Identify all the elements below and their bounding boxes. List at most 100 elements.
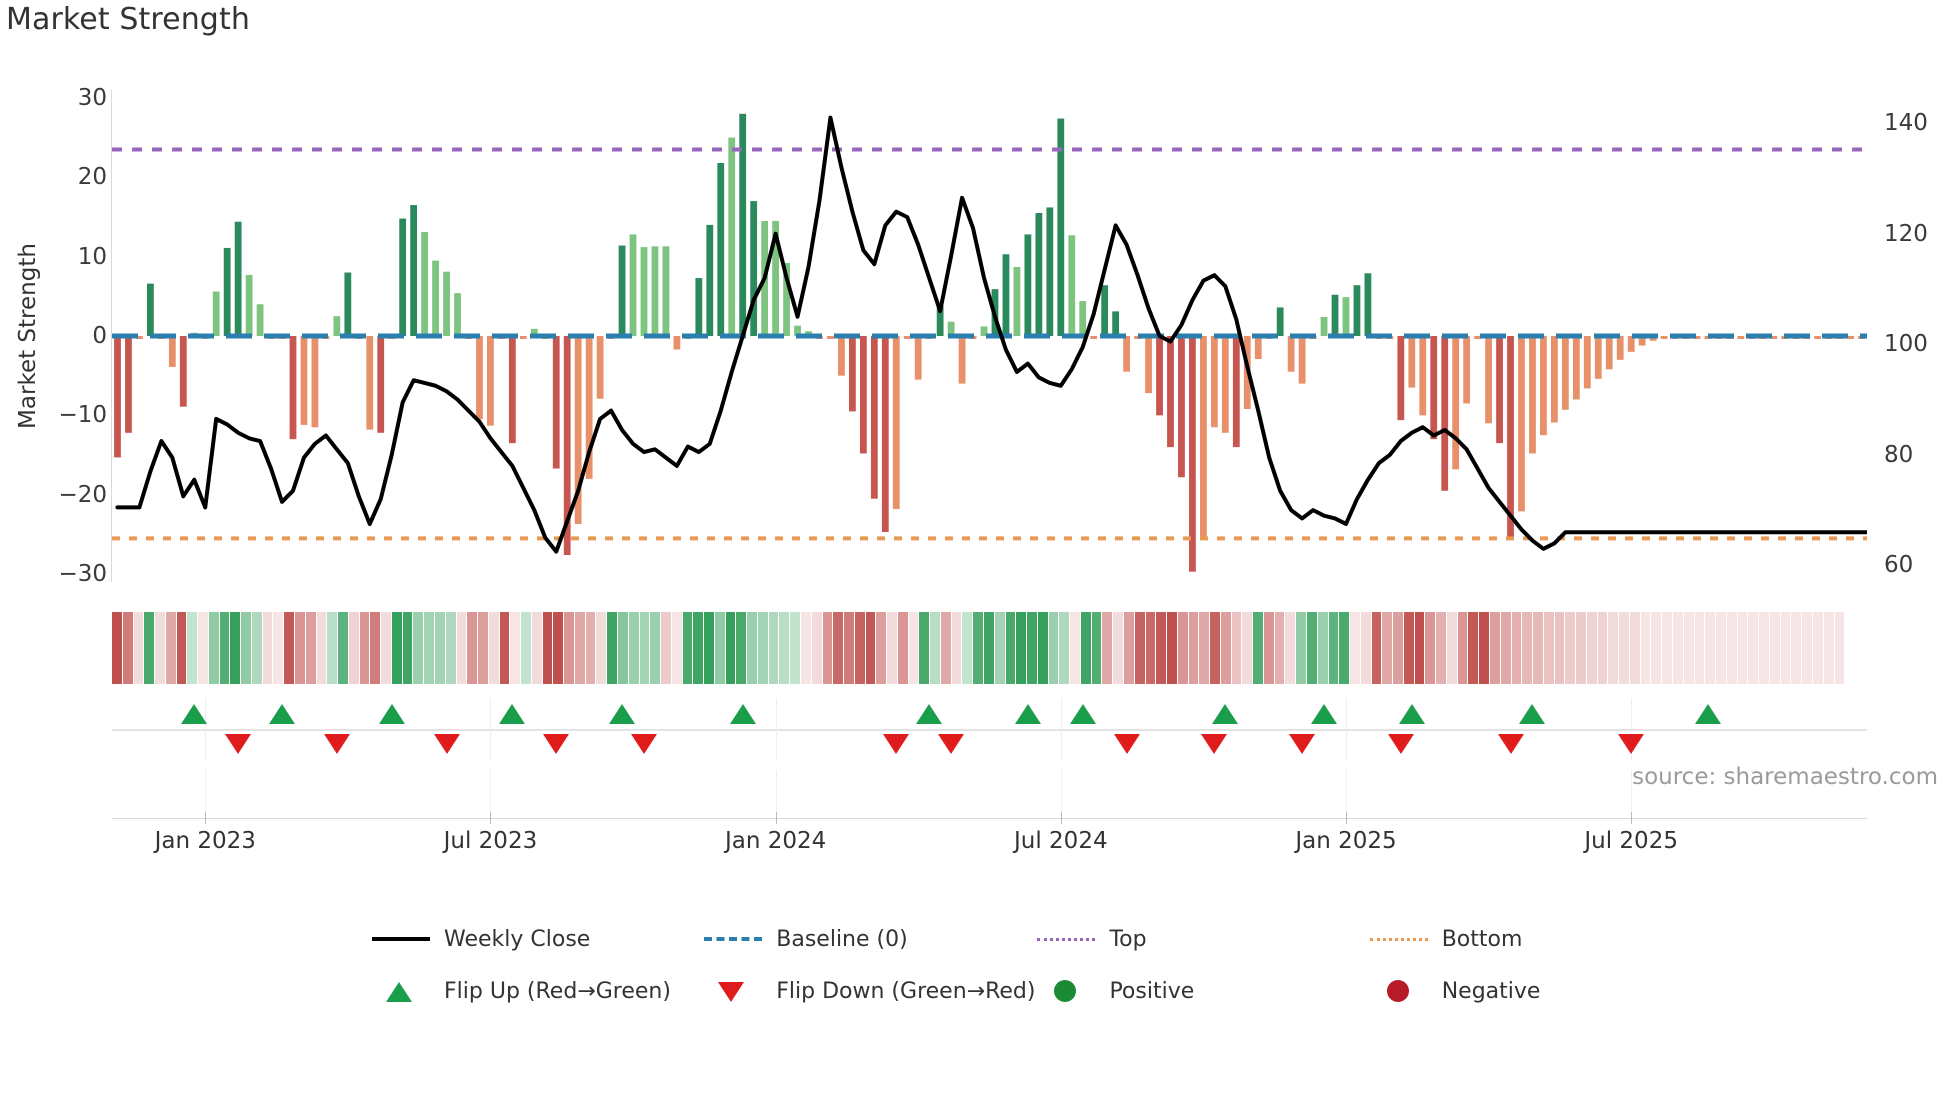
- heat-cell: [1726, 612, 1737, 684]
- bar: [1529, 336, 1536, 454]
- heat-cell: [865, 612, 876, 684]
- flip-panel-gridline: [490, 698, 492, 760]
- heat-cell: [316, 612, 327, 684]
- x-gridline: [1345, 770, 1347, 818]
- dot-green-glyph: [1054, 980, 1077, 1002]
- heat-cell: [908, 612, 919, 684]
- heat-cell: [1802, 612, 1812, 684]
- flip-up-marker: [609, 704, 636, 724]
- heat-cell: [574, 612, 585, 684]
- bar: [827, 336, 834, 339]
- bar: [1550, 336, 1558, 423]
- bar: [530, 328, 538, 336]
- flip-down-marker: [433, 734, 460, 754]
- x-tick-label: Jul 2025: [1584, 828, 1678, 854]
- legend-item-label: Weekly Close: [444, 926, 591, 952]
- x-gridline: [205, 770, 207, 818]
- y-tick-label-left: 10: [77, 243, 107, 270]
- bar: [706, 224, 714, 336]
- heat-cell: [445, 612, 456, 684]
- legend-item[interactable]: Flip Up (Red→Green): [370, 979, 702, 1004]
- heat-cell: [1167, 612, 1177, 684]
- heat-cell: [1791, 612, 1802, 684]
- dot-red-icon: [1368, 980, 1430, 1002]
- bar: [1331, 294, 1339, 336]
- y-tick-label-right: 120: [1884, 220, 1928, 247]
- heat-cell: [1005, 612, 1016, 684]
- bar: [223, 247, 231, 336]
- bar: [881, 336, 889, 533]
- flip-down-marker: [225, 734, 252, 754]
- bar: [1189, 336, 1196, 572]
- heat-cell: [1425, 612, 1436, 684]
- heat-cell: [585, 612, 596, 684]
- legend-item[interactable]: Baseline (0): [702, 927, 1035, 952]
- line-dotted-purple-glyph: [1037, 938, 1096, 941]
- legend-item[interactable]: Bottom: [1368, 927, 1700, 952]
- bar: [1353, 285, 1361, 336]
- bar: [1430, 336, 1438, 440]
- bar: [1770, 336, 1778, 339]
- bar: [958, 336, 966, 384]
- heat-cell: [424, 612, 434, 684]
- bar: [256, 304, 264, 336]
- legend-item[interactable]: Negative: [1368, 979, 1700, 1004]
- legend-item-label: Flip Down (Green→Red): [776, 978, 1036, 1004]
- triangle-up-green-glyph: [386, 982, 412, 1002]
- heat-cell: [359, 612, 370, 684]
- legend-item[interactable]: Weekly Close: [370, 927, 702, 952]
- line-dotted-orange-icon: [1368, 928, 1430, 950]
- flip-down-marker: [1387, 734, 1414, 754]
- bar: [421, 232, 429, 336]
- legend-item-label: Positive: [1109, 978, 1195, 1004]
- heat-cell: [1586, 612, 1597, 684]
- plot-svg: [112, 113, 1867, 572]
- heat-cell: [930, 612, 940, 684]
- heat-cell: [940, 612, 951, 684]
- bar: [1156, 336, 1163, 416]
- heat-cell: [1393, 612, 1403, 684]
- heat-cell: [1156, 612, 1167, 684]
- heat-cell: [628, 612, 639, 684]
- bar: [432, 260, 439, 336]
- bar: [114, 336, 121, 458]
- heat-cell: [251, 612, 262, 684]
- heat-cell: [1188, 612, 1199, 684]
- heat-cell: [456, 612, 467, 684]
- bar: [739, 113, 747, 336]
- heat-cell: [984, 612, 994, 684]
- legend-item[interactable]: Top: [1035, 927, 1367, 952]
- bar: [1145, 336, 1152, 394]
- heat-cell: [1662, 612, 1673, 684]
- bar: [750, 201, 758, 336]
- legend-item[interactable]: Positive: [1035, 979, 1367, 1004]
- heat-cell: [1694, 612, 1705, 684]
- heat-cell: [1210, 612, 1220, 684]
- triangle-down-red-icon: [702, 980, 764, 1002]
- bar: [673, 336, 681, 350]
- flip-up-marker: [1212, 704, 1239, 724]
- heat-cell: [682, 612, 693, 684]
- bar: [1090, 336, 1098, 339]
- heat-cell: [1350, 612, 1360, 684]
- flip-down-marker: [1497, 734, 1524, 754]
- bar: [936, 305, 944, 336]
- heat-cell: [1263, 612, 1274, 684]
- heat-cell: [1543, 612, 1554, 684]
- heat-cell: [1091, 612, 1102, 684]
- heat-cell: [639, 612, 650, 684]
- legend-item-label: Negative: [1441, 978, 1541, 1004]
- heat-cell: [1554, 612, 1565, 684]
- y-tick-label-right: 140: [1884, 110, 1928, 137]
- heat-cell: [1479, 612, 1489, 684]
- bar: [1123, 336, 1131, 372]
- y-axis-label-left: Market Strength: [15, 243, 41, 429]
- y-tick-label-right: 60: [1884, 552, 1914, 579]
- heat-cell: [1705, 612, 1716, 684]
- flip-down-marker: [323, 734, 350, 754]
- heat-cell: [833, 612, 844, 684]
- bar: [1397, 336, 1405, 421]
- legend-item[interactable]: Flip Down (Green→Red): [702, 979, 1035, 1004]
- heat-cell: [897, 612, 908, 684]
- heat-cell: [219, 612, 230, 684]
